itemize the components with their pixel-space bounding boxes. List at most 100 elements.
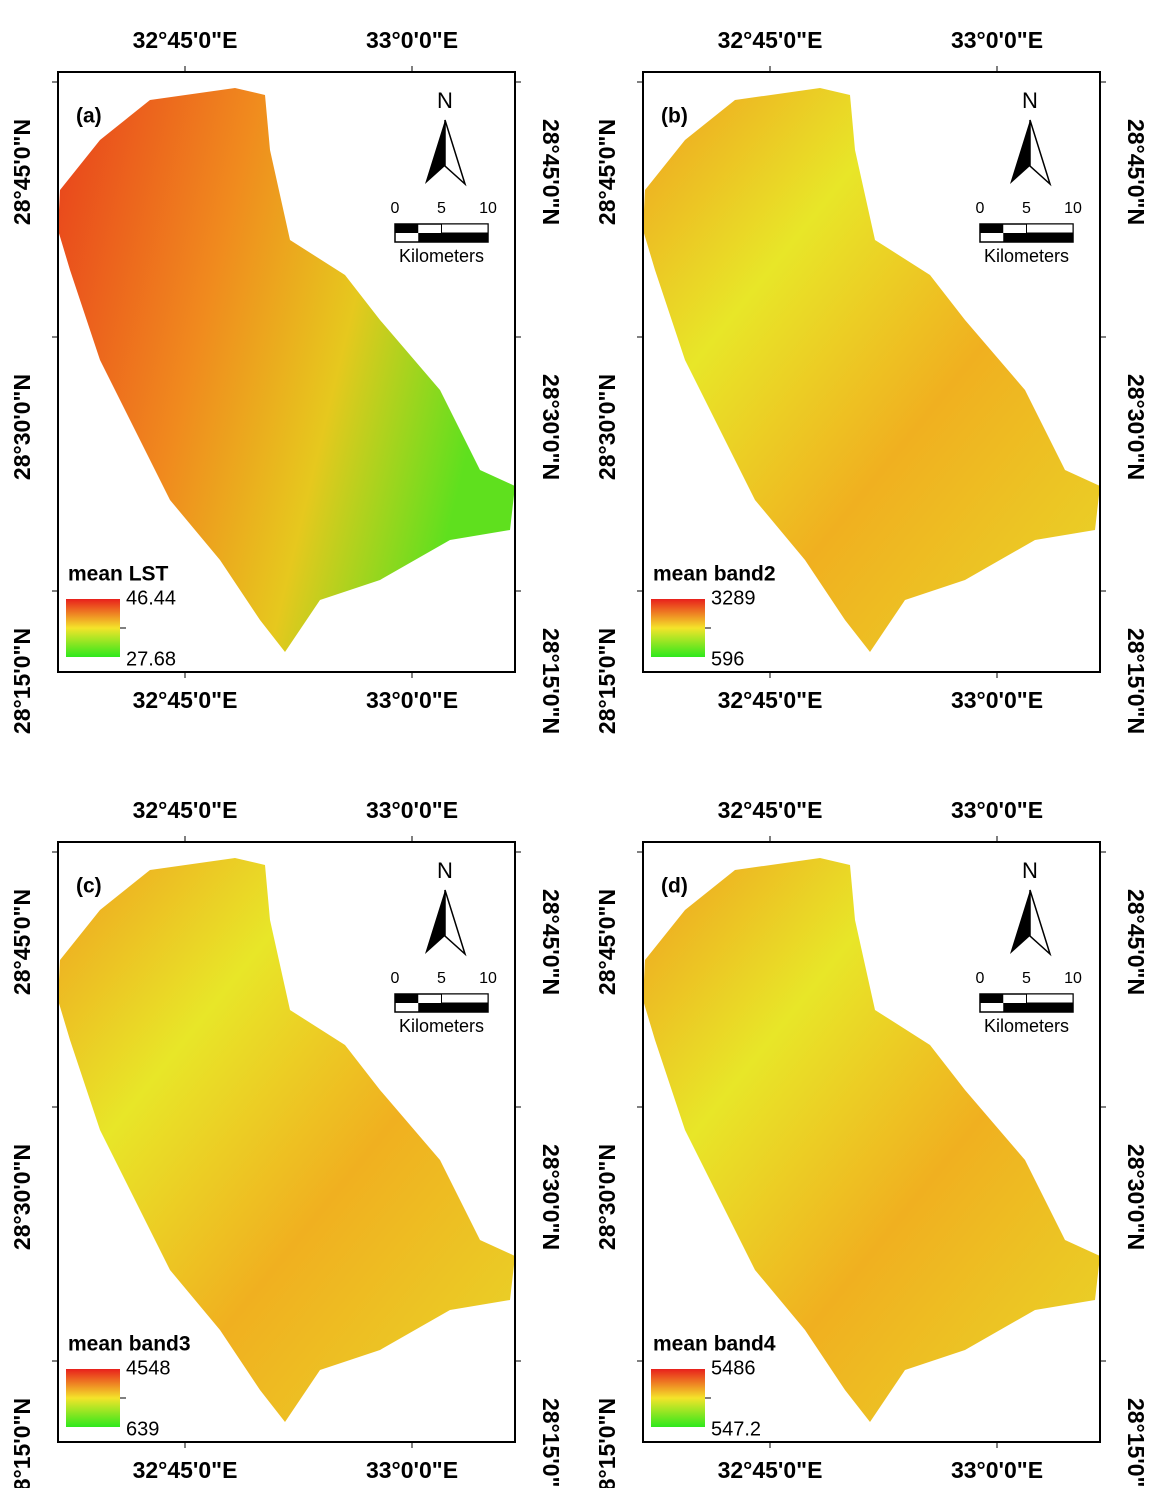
legend-max: 4548 [126, 1357, 171, 1379]
north-arrow [1029, 119, 1052, 187]
y-coord-label: 28°45'0"N [538, 119, 564, 225]
x-coord-label: 32°45'0"E [718, 797, 823, 823]
scale-unit: Kilometers [984, 246, 1069, 266]
map-frame [642, 841, 1101, 1443]
scale-bar [441, 993, 489, 1004]
scale-number: 0 [976, 970, 985, 987]
north-label: N [437, 88, 453, 113]
y-coord-label: 28°30'0"N [1123, 1144, 1149, 1250]
x-coord-label: 32°45'0"E [133, 1457, 238, 1483]
scale-bar [1026, 233, 1073, 242]
legend-title: mean band3 [68, 1333, 191, 1356]
y-coord-label: 28°30'0"N [538, 374, 564, 480]
y-coord-label: 28°15'0"N [1123, 628, 1149, 734]
scale-bar [441, 233, 488, 242]
legend-ramp [651, 1369, 705, 1427]
x-coord-label: 33°0'0"E [366, 1457, 458, 1483]
x-coord-label: 33°0'0"E [366, 797, 458, 823]
north-arrow [444, 119, 467, 187]
y-coord-label: 28°45'0"N [594, 889, 620, 995]
scale-number: 0 [976, 200, 985, 217]
scale-bar [1026, 1003, 1073, 1012]
y-coord-label: 28°30'0"N [9, 374, 35, 480]
y-coord-label: 28°30'0"N [594, 1144, 620, 1250]
scale-bar [395, 224, 419, 233]
scale-number: 0 [391, 970, 400, 987]
scale-bar [418, 233, 442, 242]
study-area [58, 858, 515, 1422]
scale-bar [980, 224, 1004, 233]
north-arrow [425, 890, 445, 954]
north-arrow [1010, 120, 1030, 184]
x-coord-label: 32°45'0"E [133, 797, 238, 823]
scale-unit: Kilometers [399, 1016, 484, 1036]
y-coord-label: 28°45'0"N [1123, 119, 1149, 225]
scale-bar [441, 1003, 488, 1012]
legend-min: 596 [711, 648, 744, 670]
x-coord-label: 33°0'0"E [366, 27, 458, 53]
scale-number: 0 [391, 200, 400, 217]
y-coord-label: 28°30'0"N [1123, 374, 1149, 480]
legend-ramp [651, 599, 705, 657]
north-label: N [1022, 858, 1038, 883]
scale-number: 5 [437, 970, 446, 987]
panel-label: (a) [76, 105, 102, 128]
legend-title: mean band2 [653, 563, 776, 586]
north-arrow [425, 120, 445, 184]
scale-number: 5 [1022, 970, 1031, 987]
legend-min: 639 [126, 1418, 159, 1440]
map-panel: 32°45'0"E 32°45'0"E 33°0'0"E 33°0'0"E 28°45'… [594, 797, 1149, 1488]
north-arrow [1029, 889, 1052, 957]
y-coord-label: 28°15'0"N [1123, 1398, 1149, 1488]
y-coord-label: 28°30'0"N [9, 1144, 35, 1250]
panel-label: (b) [661, 105, 688, 128]
scale-bar [418, 1003, 442, 1012]
scale-number: 10 [479, 970, 497, 987]
map-panel: 32°45'0"E 32°45'0"E 33°0'0"E 33°0'0"E 28°45'… [594, 27, 1149, 734]
y-coord-label: 28°45'0"N [538, 889, 564, 995]
scale-number: 5 [437, 200, 446, 217]
y-coord-label: 28°45'0"N [1123, 889, 1149, 995]
scale-bar [1003, 233, 1027, 242]
scale-number: 5 [1022, 200, 1031, 217]
north-arrow [444, 889, 467, 957]
y-coord-label: 28°15'0"N [9, 1398, 35, 1488]
scale-unit: Kilometers [984, 1016, 1069, 1036]
legend-min: 547.2 [711, 1418, 761, 1440]
x-coord-label: 32°45'0"E [718, 687, 823, 713]
legend-ramp [66, 599, 120, 657]
map-panel: 32°45'0"E 32°45'0"E 33°0'0"E 33°0'0"E 28°45'… [9, 27, 564, 734]
x-coord-label: 33°0'0"E [366, 687, 458, 713]
legend-max: 5486 [711, 1357, 756, 1379]
y-coord-label: 28°15'0"N [594, 628, 620, 734]
map-frame [57, 841, 516, 1443]
scale-number: 10 [1064, 970, 1082, 987]
north-label: N [1022, 88, 1038, 113]
y-coord-label: 28°45'0"N [9, 889, 35, 995]
scale-bar [1003, 1003, 1027, 1012]
x-coord-label: 32°45'0"E [718, 27, 823, 53]
x-coord-label: 33°0'0"E [951, 797, 1043, 823]
north-label: N [437, 858, 453, 883]
y-coord-label: 28°15'0"N [538, 628, 564, 734]
y-coord-label: 28°15'0"N [594, 1398, 620, 1488]
north-arrow [1010, 890, 1030, 954]
map-panel: 32°45'0"E 32°45'0"E 33°0'0"E 33°0'0"E 28°45'… [9, 797, 564, 1488]
scale-bar [395, 994, 419, 1003]
scale-bar [1026, 993, 1074, 1004]
x-coord-label: 32°45'0"E [133, 687, 238, 713]
scale-unit: Kilometers [399, 246, 484, 266]
panel-label: (d) [661, 875, 688, 898]
scale-bar [441, 223, 489, 234]
legend-title: mean band4 [653, 1333, 776, 1356]
x-coord-label: 33°0'0"E [951, 1457, 1043, 1483]
scale-bar [1026, 223, 1074, 234]
x-coord-label: 33°0'0"E [951, 27, 1043, 53]
x-coord-label: 32°45'0"E [133, 27, 238, 53]
legend-ramp [66, 1369, 120, 1427]
x-coord-label: 32°45'0"E [718, 1457, 823, 1483]
study-area [58, 88, 515, 652]
legend-min: 27.68 [126, 648, 176, 670]
map-frame [57, 71, 516, 673]
